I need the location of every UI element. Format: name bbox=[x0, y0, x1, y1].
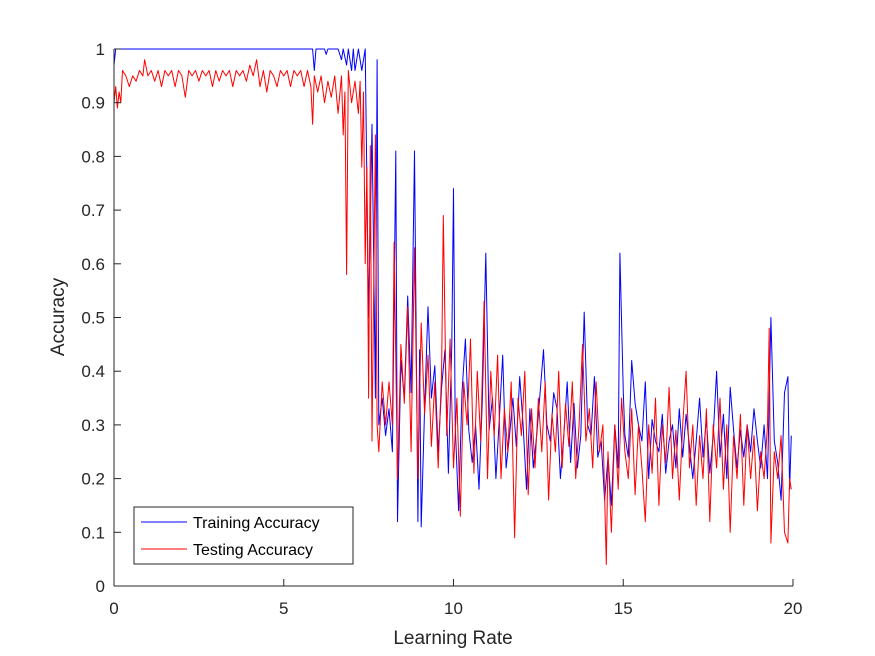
x-axis-title: Learning Rate bbox=[393, 628, 512, 649]
y-tick-label: 0.7 bbox=[81, 201, 105, 220]
y-tick-label: 0.5 bbox=[81, 309, 105, 328]
legend: Training Accuracy Testing Accuracy bbox=[133, 506, 354, 565]
y-tick-label: 0 bbox=[96, 577, 105, 596]
x-tick-label: 15 bbox=[614, 599, 633, 618]
series-line-testing bbox=[113, 59, 792, 565]
y-axis-title: Accuracy bbox=[48, 277, 69, 356]
y-tick-label: 0.8 bbox=[81, 147, 105, 166]
y-tick-label: 0.9 bbox=[81, 94, 105, 113]
x-tick-label: 5 bbox=[279, 599, 288, 618]
series-layer bbox=[113, 48, 792, 565]
y-tick-label: 0.3 bbox=[81, 416, 105, 435]
y-tick-label: 1 bbox=[96, 40, 105, 59]
x-tick-label: 10 bbox=[444, 599, 463, 618]
legend-label-training: Training Accuracy bbox=[193, 515, 320, 532]
plot-area bbox=[114, 49, 793, 586]
y-tick-label: 0.4 bbox=[81, 362, 105, 381]
y-tick-label: 0.6 bbox=[81, 255, 105, 274]
x-tick-label: 0 bbox=[109, 599, 118, 618]
axes-layer: 0 5 10 15 20 0 0.1 0.2 0.3 0.4 0.5 0.6 0.7 0.8 0.9 1 bbox=[81, 40, 802, 618]
x-tick-label: 20 bbox=[784, 599, 803, 618]
y-tick-label: 0.1 bbox=[81, 523, 105, 542]
legend-label-testing: Testing Accuracy bbox=[193, 542, 313, 559]
y-tick-label: 0.2 bbox=[81, 470, 105, 489]
legend-box bbox=[133, 506, 354, 565]
